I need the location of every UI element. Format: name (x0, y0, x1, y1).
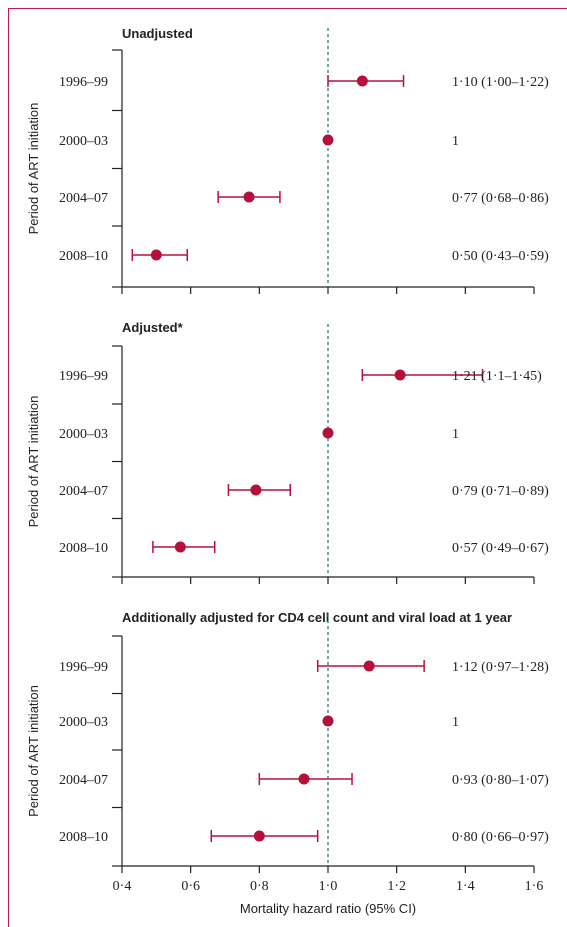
forest-panel-3: Additionally adjusted for CD4 cell count… (26, 610, 549, 873)
category-label: 2000–03 (59, 715, 108, 730)
x-tick-label: 1·6 (525, 879, 544, 894)
data-point (322, 427, 334, 439)
category-label: 2008–10 (59, 249, 108, 264)
x-tick-label: 0·4 (113, 879, 132, 894)
y-axis-label: Period of ART initiation (26, 685, 41, 817)
data-point (363, 660, 375, 672)
value-label: 1·10 (1·00–1·22) (452, 75, 549, 90)
data-point (174, 541, 186, 553)
value-label: 1·21 (1·1–1·45) (452, 369, 542, 384)
panel-title: Additionally adjusted for CD4 cell count… (122, 610, 512, 625)
value-label: 0·80 (0·66–0·97) (452, 830, 549, 845)
data-point (322, 715, 334, 727)
forest-panel-2: Adjusted* 1996–99 1·21 (1·1–1·45) 2000–03 1 2… (26, 320, 549, 584)
x-tick-label: 0·6 (181, 879, 200, 894)
x-axis-label: Mortality hazard ratio (95% CI) (240, 901, 416, 916)
category-label: 1996–99 (59, 75, 108, 90)
category-label: 2000–03 (59, 134, 108, 149)
y-axis-label: Period of ART initiation (26, 103, 41, 235)
value-label: 0·93 (0·80–1·07) (452, 773, 549, 788)
value-label: 0·79 (0·71–0·89) (452, 484, 549, 499)
category-label: 2004–07 (59, 484, 108, 499)
category-label: 2004–07 (59, 191, 108, 206)
data-point (243, 191, 255, 203)
category-label: 2004–07 (59, 773, 108, 788)
value-label: 1 (452, 427, 459, 442)
x-tick-label: 1·4 (456, 879, 475, 894)
x-tick-label: 1·2 (387, 879, 406, 894)
data-point (250, 484, 262, 496)
category-label: 1996–99 (59, 660, 108, 675)
data-point (356, 75, 368, 87)
value-label: 0·50 (0·43–0·59) (452, 249, 549, 264)
x-tick-label: 0·8 (250, 879, 269, 894)
x-tick-label: 1·0 (319, 879, 338, 894)
y-axis-label: Period of ART initiation (26, 396, 41, 528)
data-point (394, 369, 406, 381)
category-label: 2008–10 (59, 830, 108, 845)
figure-frame (8, 8, 567, 927)
data-point (253, 830, 265, 842)
value-label: 1·12 (0·97–1·28) (452, 660, 549, 675)
category-label: 2000–03 (59, 427, 108, 442)
data-point (298, 773, 310, 785)
category-label: 1996–99 (59, 369, 108, 384)
value-label: 1 (452, 715, 459, 730)
value-label: 0·57 (0·49–0·67) (452, 541, 549, 556)
data-point (150, 249, 162, 261)
panel-title: Adjusted* (122, 320, 184, 335)
forest-panel-1: Unadjusted 1996–99 1·10 (1·00–1·22) 2000–03… (26, 26, 549, 294)
category-label: 2008–10 (59, 541, 108, 556)
value-label: 1 (452, 134, 459, 149)
panel-title: Unadjusted (122, 26, 193, 41)
data-point (322, 134, 334, 146)
value-label: 0·77 (0·68–0·86) (452, 191, 549, 206)
